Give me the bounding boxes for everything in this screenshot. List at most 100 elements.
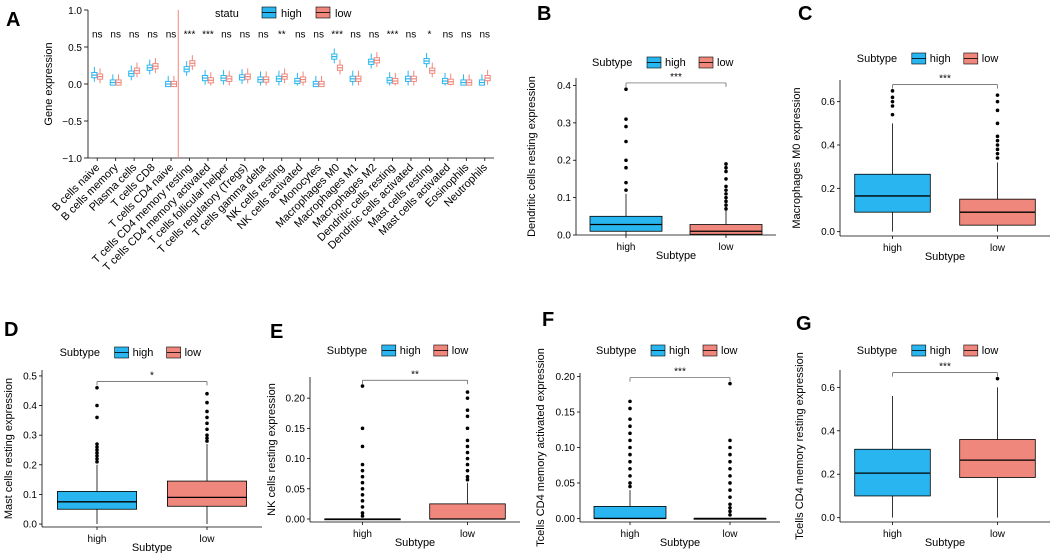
outlier-point-low [724, 162, 728, 166]
outlier-point-high [628, 399, 632, 404]
outlier-point-high [628, 466, 632, 471]
outlier-point-low [995, 147, 1000, 152]
x-axis-title: Subtype [925, 537, 965, 549]
outlier-point-low [465, 408, 470, 413]
y-tick-label: 0.2 [23, 460, 37, 471]
legend-label-high: high [665, 57, 686, 69]
legend-label-low: low [721, 345, 738, 357]
panel-letter-d: D [4, 319, 18, 341]
significance-label: * [150, 370, 154, 381]
outlier-point-low [724, 203, 728, 207]
significance-label: ns [350, 29, 361, 40]
outlier-point-low [465, 474, 470, 479]
box-low [689, 224, 763, 235]
legend-label-high: high [669, 345, 690, 357]
outlier-point-high [624, 180, 628, 185]
outlier-point-high [890, 89, 895, 93]
significance-label: *** [674, 367, 686, 378]
y-tick-label: 0.15 [286, 424, 306, 435]
outlier-point-low [205, 409, 209, 414]
legend-label-low: low [452, 345, 469, 357]
significance-label: *** [184, 29, 196, 40]
outlier-point-low [205, 439, 209, 443]
significance-label: *** [387, 29, 399, 40]
panel-letter-e: E [270, 321, 283, 343]
outlier-point-low [995, 93, 1000, 97]
significance-label: *** [939, 362, 951, 373]
outlier-point-high [628, 445, 632, 450]
legend-label-low: low [335, 8, 352, 20]
significance-label: ns [461, 29, 472, 40]
significance-label: ns [479, 29, 490, 40]
y-tick-label: 0.00 [286, 514, 306, 525]
y-tick-label: 0.3 [557, 118, 571, 129]
outlier-point-low [995, 151, 1000, 156]
outlier-point-low [724, 207, 728, 211]
outlier-point-low [205, 400, 209, 405]
outlier-point-high [95, 385, 99, 390]
y-tick-label: 0.0 [23, 520, 37, 531]
significance-label: ns [166, 29, 177, 40]
y-axis-title: Gene expression [43, 42, 55, 125]
x-tick-label: low [460, 529, 476, 540]
outlier-point-high [95, 460, 99, 464]
outlier-point-low [205, 391, 209, 396]
significance-label: ns [295, 29, 306, 40]
outlier-point-high [628, 417, 632, 421]
box-low [959, 439, 1036, 478]
outlier-point-high [360, 426, 365, 431]
x-axis-title: Subtype [656, 250, 696, 262]
x-tick-label: low [990, 529, 1006, 540]
x-tick-label: high [617, 242, 636, 253]
outlier-point-high [624, 124, 628, 129]
panel-letter-f: F [542, 309, 554, 331]
y-axis-title: Mast cells resting expression [3, 378, 15, 519]
y-tick-label: 0.4 [23, 401, 37, 412]
y-tick-label: 0.5 [23, 371, 37, 382]
outlier-point-low [724, 184, 728, 189]
y-tick-label: 0.10 [286, 454, 306, 465]
panel-e: E Subtype high low 0.00 0.05 0.10 0.15 0.20 NK ce… [266, 321, 520, 549]
legend-label-high: high [930, 345, 951, 357]
significance-label: ns [92, 29, 103, 40]
x-tick-label: high [883, 529, 902, 540]
outlier-point-low [465, 390, 470, 394]
y-tick-label: 0.0 [821, 227, 835, 238]
outlier-point-low [724, 195, 728, 200]
legend-label-low: low [982, 345, 999, 357]
outlier-point-high [624, 188, 628, 192]
significance-label: *** [202, 29, 214, 40]
y-tick-label: 0.20 [286, 394, 306, 405]
outlier-point-high [624, 158, 628, 163]
x-axis-title: Subtype [660, 537, 700, 549]
legend-title: Subtype [857, 53, 897, 65]
y-tick-label: 0.0 [68, 80, 82, 91]
y-tick-label: 0.6 [821, 97, 835, 108]
y-axis-title: Tcells CD4 memory resting expression [794, 352, 806, 540]
panel-f: F Subtype high low 0.00 0.05 0.10 0.15 0.20 Tcell… [535, 309, 780, 549]
outlier-point-low [465, 438, 470, 443]
outlier-point-high [360, 499, 365, 503]
outlier-point-low [724, 192, 728, 196]
box-high [589, 215, 663, 232]
outlier-point-low [995, 134, 1000, 139]
outlier-point-low [728, 513, 732, 517]
x-tick-label: high [88, 534, 107, 545]
significance-label: ** [278, 29, 286, 40]
y-tick-label: 0.4 [557, 81, 571, 92]
panel-a: A −1.0 −0.5 0.0 0.5 1.0 Gene expression statu hi… [6, 6, 494, 274]
outlier-point-high [628, 474, 632, 478]
y-tick-label: 0.2 [821, 470, 835, 481]
legend-title: Subtype [857, 345, 897, 357]
outlier-point-high [95, 451, 99, 455]
x-tick-label: low [718, 242, 734, 253]
legend-label-high: high [281, 8, 302, 20]
outlier-point-high [628, 452, 632, 457]
legend-label-high: high [930, 53, 951, 65]
outlier-point-low [728, 502, 732, 507]
outlier-point-high [628, 431, 632, 436]
outlier-point-high [628, 424, 632, 429]
outlier-point-high [360, 486, 365, 491]
outlier-point-high [95, 445, 99, 449]
legend-label-low: low [982, 53, 999, 65]
